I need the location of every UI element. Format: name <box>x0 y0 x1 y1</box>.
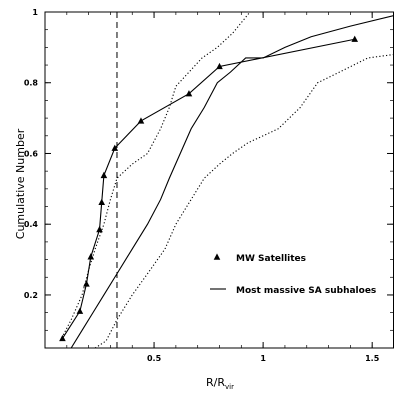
y-tick-label-0: 0.2 <box>24 291 38 300</box>
x-axis-label-subscript: vir <box>225 383 234 391</box>
y-tick-label-4: 1 <box>32 8 38 17</box>
x-tick-label-0: 0.5 <box>147 354 162 363</box>
legend: MW Satellites Most massive SA subhaloes <box>210 253 376 296</box>
y-tick-label-3: 0.8 <box>24 79 39 88</box>
x-tick-label-1: 1 <box>260 354 266 363</box>
y-tick-label-2: 0.6 <box>24 149 39 158</box>
series-mw-satellites-line <box>61 38 355 339</box>
plot-frame <box>44 11 394 349</box>
mw-satellite-point-11 <box>351 35 359 42</box>
y-axis-label: Cumulative Number <box>14 128 27 239</box>
mw-satellite-point-9 <box>185 90 193 97</box>
mw-satellite-point-3 <box>87 253 95 260</box>
plot-area <box>44 11 394 349</box>
y-tick-label-1: 0.4 <box>24 220 39 229</box>
ticks-layer: 0.5 1 1.5 0.2 0.4 0.6 0.8 1 <box>24 8 393 363</box>
labels-layer: Cumulative Number R/Rvir <box>14 128 234 391</box>
mw-satellite-point-8 <box>137 117 145 124</box>
mw-satellite-point-7 <box>111 144 119 151</box>
series-solid-line <box>70 15 394 348</box>
mw-satellite-point-1 <box>76 307 84 314</box>
x-axis-label-main: R/R <box>206 376 225 389</box>
legend-label-1: Most massive SA subhaloes <box>236 286 376 296</box>
x-tick-label-2: 1.5 <box>365 354 380 363</box>
mw-satellite-point-6 <box>100 171 108 179</box>
series-layer <box>59 12 394 348</box>
mw-satellite-point-4 <box>96 225 103 233</box>
mw-satellite-point-10 <box>216 62 223 70</box>
series-clip-group <box>59 12 394 348</box>
legend-label-0: MW Satellites <box>236 254 306 264</box>
mw-satellite-point-5 <box>98 198 106 205</box>
legend-triangle-marker <box>213 253 221 260</box>
mw-satellite-point-0 <box>59 334 66 342</box>
series-dotted-line-2 <box>59 12 251 342</box>
mw-satellite-point-2 <box>83 280 90 287</box>
x-axis-label: R/Rvir <box>206 376 234 391</box>
series-dotted-line-3 <box>94 53 394 348</box>
